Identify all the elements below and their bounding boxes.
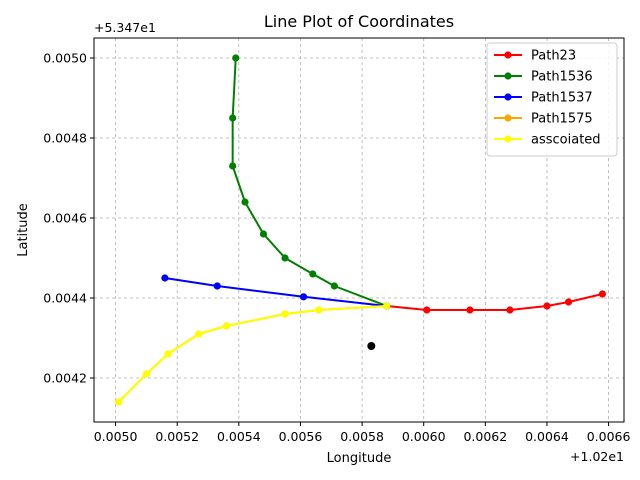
data-point <box>315 306 323 314</box>
y-tick-label: 0.0048 <box>43 131 87 146</box>
data-point <box>222 322 231 330</box>
data-point <box>564 298 573 306</box>
data-point <box>115 398 123 406</box>
series-asscoiated <box>115 302 391 406</box>
legend-marker <box>504 72 512 80</box>
legend-marker <box>504 51 512 59</box>
data-point <box>142 370 150 378</box>
legend-entry: Path1575 <box>494 112 593 127</box>
legend-marker <box>504 135 512 143</box>
y-tick-label: 0.0042 <box>43 371 87 386</box>
legend-label: Path1536 <box>531 70 593 85</box>
data-point <box>281 254 289 262</box>
x-tick-label: 0.0066 <box>587 429 631 444</box>
series-line <box>164 277 387 307</box>
legend: Path23 Path1536 Path1537 Path1575 asscoiated <box>486 42 618 157</box>
x-tick-label: 0.0050 <box>94 429 138 444</box>
legend-entry: Path23 <box>494 49 576 64</box>
series-group <box>115 54 607 406</box>
legend-box <box>486 42 618 157</box>
data-point <box>299 293 308 301</box>
y-axis-offset-label: +5.347e1 <box>94 20 156 35</box>
data-point <box>423 306 431 314</box>
x-tick-label: 0.0062 <box>463 429 507 444</box>
y-tick-label: 0.0044 <box>43 291 87 306</box>
data-point <box>543 302 551 310</box>
data-point <box>309 270 317 278</box>
legend-marker <box>504 114 512 122</box>
data-point <box>330 282 338 290</box>
data-point <box>229 114 237 122</box>
data-point <box>383 302 391 310</box>
grid <box>94 38 624 422</box>
x-axis-label: Longitude <box>327 451 392 466</box>
legend-entry: Path1536 <box>494 70 593 85</box>
data-point <box>232 54 240 62</box>
data-point <box>164 350 172 358</box>
x-tick-label: 0.0058 <box>340 429 384 444</box>
data-point <box>506 306 514 314</box>
legend-label: Path1537 <box>531 91 593 106</box>
legend-entry: Path1537 <box>494 91 593 106</box>
legend-label: Path1575 <box>531 112 593 127</box>
y-tick-label: 0.0046 <box>43 211 87 226</box>
extra-point <box>367 342 376 350</box>
data-point <box>598 290 607 298</box>
data-point <box>466 306 474 314</box>
chart-title: Line Plot of Coordinates <box>264 12 454 31</box>
series-line <box>117 305 387 403</box>
data-point <box>195 330 203 338</box>
y-tick-label: 0.0050 <box>43 51 87 66</box>
x-tick-label: 0.0060 <box>402 429 446 444</box>
plot-frame <box>93 37 625 423</box>
legend-entry: asscoiated <box>494 133 601 148</box>
x-tick-label: 0.0052 <box>155 429 199 444</box>
legend-marker <box>504 93 512 101</box>
x-tick-label: 0.0054 <box>217 429 261 444</box>
x-tick-label: 0.0056 <box>279 429 323 444</box>
data-point <box>229 162 237 170</box>
legend-label: Path23 <box>531 49 576 64</box>
y-axis-label: Latitude <box>16 203 31 257</box>
data-point <box>213 282 221 290</box>
x-tick-label: 0.0064 <box>525 429 569 444</box>
data-point <box>241 198 249 206</box>
data-point <box>161 274 169 282</box>
data-point <box>281 310 289 318</box>
legend-label: asscoiated <box>531 133 601 148</box>
data-point <box>259 230 268 238</box>
ticks: 0.0050 0.0052 0.0054 0.0056 0.0058 0.0060 0.00… <box>43 51 630 445</box>
x-axis-offset-label: +1.02e1 <box>570 449 624 464</box>
